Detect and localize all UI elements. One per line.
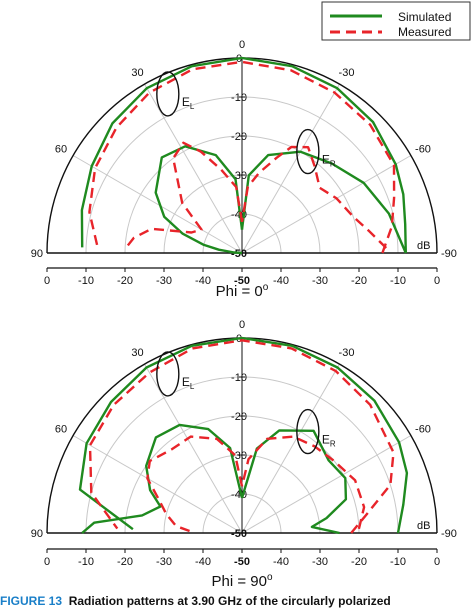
grid-spoke [72, 155, 243, 254]
annotation-label: EL [182, 95, 195, 111]
measured-lobe-1 [240, 435, 366, 530]
grid-spoke [241, 155, 412, 254]
simulated-lobe-0 [80, 56, 407, 254]
angle-tick-label: 60 [55, 424, 67, 436]
bottom-axis-tick-label: -20 [117, 556, 133, 568]
simulated-lobe-2 [81, 423, 244, 534]
annotation-ellipse [296, 408, 320, 455]
measured-lobe-1 [240, 145, 388, 249]
chart-title-phi-0: Phi = 0o [216, 282, 269, 300]
bottom-axis-tick-label: -50 [234, 275, 250, 287]
bottom-axis-tick-label: -50 [234, 556, 250, 568]
annotation-ellipse [156, 351, 180, 397]
bottom-axis-tick-label: -30 [156, 556, 172, 568]
bottom-axis-tick-label: 0 [434, 275, 440, 287]
legend-box [321, 1, 471, 41]
bottom-axis-tick-label: -20 [117, 275, 133, 287]
angle-tick-label: 0 [239, 319, 245, 331]
bottom-axis-tick-label: -30 [312, 275, 328, 287]
radial-tick-label: -20 [231, 411, 247, 423]
simulated-lobe-0 [78, 336, 409, 534]
measured-lobe-2 [124, 141, 244, 250]
bottom-axis-tick-label: -10 [78, 275, 94, 287]
bottom-axis-tick-label: -40 [195, 275, 211, 287]
legend: Simulated Measured [321, 1, 471, 41]
angle-tick-label: -90 [441, 248, 457, 260]
bottom-axis-tick-label: -40 [273, 556, 289, 568]
bottom-axis-tick-label: -20 [351, 275, 367, 287]
bottom-axis-tick-label: 0 [434, 556, 440, 568]
polar-chart-phi-90: -90 -60 -30 0 30 60 90 0 -10 -20 -30 -40 -50 dB 0 -10 -2… [31, 319, 457, 568]
radial-tick-label: -50 [231, 528, 247, 540]
angle-tick-label: 90 [31, 248, 43, 260]
bottom-axis-tick-label: 0 [44, 556, 50, 568]
figure-caption: FIGURE 13 Radiation patterns at 3.90 GHz… [0, 594, 474, 608]
bottom-axis-tick-label: -10 [390, 556, 406, 568]
radial-unit-label: dB [417, 240, 430, 252]
bottom-axis-tick-label: -40 [195, 556, 211, 568]
bottom-axis-tick-label: -10 [78, 556, 94, 568]
simulated-lobe-2 [154, 145, 244, 255]
chart-title-phi-90: Phi = 90o [211, 572, 272, 590]
annotation-label: ER [322, 153, 336, 169]
measured-lobe-0 [88, 339, 395, 534]
bottom-axis-tick-label: -30 [156, 275, 172, 287]
grid-spoke [241, 435, 412, 534]
angle-tick-label: -90 [441, 528, 457, 540]
grid-spoke [144, 363, 243, 534]
radial-tick-label: -30 [231, 450, 247, 462]
angle-tick-label: -30 [339, 347, 355, 359]
caption-text: Radiation patterns at 3.90 GHz of the ci… [68, 594, 391, 608]
angle-tick-label: -30 [339, 67, 355, 79]
angle-tick-label: 30 [131, 67, 143, 79]
polar-chart-phi-0: -90 -60 -30 0 30 60 90 0 -10 -20 -30 -40 -50 dB 0 -10 -2… [31, 39, 457, 287]
measured-lobe-0 [88, 60, 396, 254]
angle-tick-label: 30 [131, 347, 143, 359]
grid-spoke [144, 83, 243, 254]
radial-tick-label: -10 [231, 92, 247, 104]
radial-tick-label: -20 [231, 131, 247, 143]
angle-tick-label: -60 [415, 144, 431, 156]
grid-spoke [241, 83, 340, 254]
bottom-axis-tick-label: 0 [44, 275, 50, 287]
annotation-label: EL [182, 375, 195, 391]
simulated-lobe-1 [240, 150, 407, 254]
bottom-axis-tick-label: -10 [390, 275, 406, 287]
legend-simulated-label: Simulated [398, 10, 451, 24]
angle-tick-label: 90 [31, 528, 43, 540]
angle-tick-label: 60 [55, 144, 67, 156]
annotation-label: ER [322, 433, 336, 449]
bottom-axis-tick-label: -40 [273, 275, 289, 287]
radial-unit-label: dB [417, 520, 430, 532]
grid-spoke [72, 435, 243, 534]
angle-tick-label: -60 [415, 424, 431, 436]
annotation-ellipse [296, 128, 320, 175]
caption-lead: FIGURE 13 [0, 594, 63, 608]
bottom-axis-tick-label: -20 [351, 556, 367, 568]
grid-spoke [241, 363, 340, 534]
measured-lobe-2 [146, 435, 244, 535]
angle-tick-label: 0 [239, 39, 245, 51]
bottom-axis-tick-label: -30 [312, 556, 328, 568]
annotation-ellipse [156, 71, 180, 117]
legend-measured-label: Measured [398, 25, 451, 39]
radial-tick-label: -10 [231, 372, 247, 384]
